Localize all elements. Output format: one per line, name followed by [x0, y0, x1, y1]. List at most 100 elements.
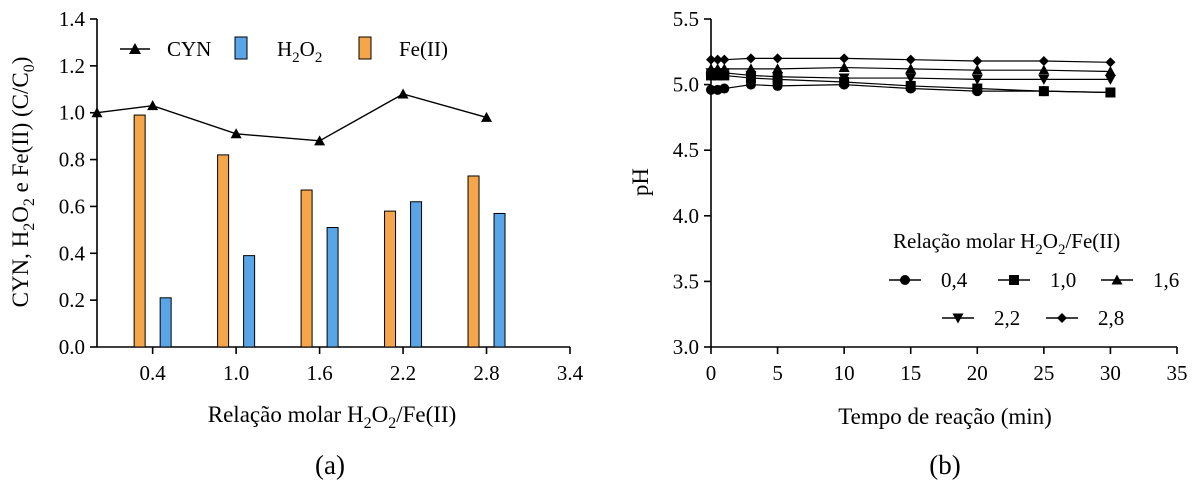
- ph-point-1-6: [838, 62, 850, 73]
- ph-point-2-2: [772, 72, 784, 83]
- legend-label-1-6: 1,6: [1153, 268, 1179, 292]
- legend-fe-swatch: [358, 36, 372, 60]
- legend-marker-1-6: [1111, 274, 1123, 285]
- panel-b-ytick-label: 3.5: [673, 269, 699, 293]
- cyn-point: [230, 128, 242, 139]
- panel-a-ylabel: CYN, H2O2 e Fe(II) (C/C0): [8, 57, 38, 308]
- legend-h2o2-label: H2O2: [277, 37, 322, 66]
- ph-point-2-8: [905, 54, 916, 65]
- panel-a: 0.0 0.2 0.4 0.6 0.8 1.0 1.2 1.4 0.4 1.0 1.6 2.2 2.8 3…: [8, 7, 584, 480]
- ph-point-2-2: [838, 73, 850, 84]
- cyn-point: [314, 135, 326, 146]
- ph-point-1-6: [905, 63, 917, 74]
- panel-a-ytick-label: 1.0: [59, 101, 85, 125]
- legend-label-2-8: 2,8: [1098, 306, 1124, 330]
- ph-point-2-8: [719, 54, 730, 65]
- panel-b-xtick-label: 0: [706, 361, 717, 385]
- ph-point-1-6: [971, 64, 983, 75]
- ph-point-2-2: [971, 74, 983, 85]
- panel-b-legend-title: Relação molar H2O2/Fe(II): [893, 229, 1120, 258]
- ph-point-2-8: [839, 53, 850, 64]
- cyn-point: [481, 111, 493, 122]
- panel-a-xtick-label: 0.4: [140, 361, 167, 385]
- panel-a-xtick-label: 3.4: [557, 361, 584, 385]
- bar-fe: [300, 189, 313, 348]
- legend-h2o2-swatch: [234, 36, 248, 60]
- panel-a-legend: CYN H2O2 Fe(II): [120, 36, 448, 66]
- ph-point-2-8: [706, 54, 716, 65]
- bar-h2o2: [159, 297, 172, 348]
- panel-b-ytick-label: 4.5: [673, 138, 699, 162]
- cyn-point: [91, 107, 103, 118]
- panel-a-ytick-label: 0.6: [59, 194, 85, 218]
- ph-point-2-8: [772, 53, 783, 64]
- panel-b-xtick-label: 5: [772, 361, 783, 385]
- panel-a-xtick-label: 2.8: [473, 361, 499, 385]
- panel-b-xtick-label: 25: [1033, 361, 1054, 385]
- ph-point-2-2: [745, 70, 757, 81]
- panel-b-xtick-label: 10: [834, 361, 855, 385]
- legend-marker-0-4: [900, 275, 910, 285]
- cyn-point: [147, 100, 159, 111]
- panel-b-xlabel: Tempo de reação (min): [838, 404, 1052, 429]
- panel-a-cyn-line: [91, 88, 493, 146]
- panel-a-label: (a): [315, 450, 345, 480]
- panel-b-xtick-label: 20: [967, 361, 988, 385]
- ph-point-1-6: [1038, 64, 1050, 75]
- bar-h2o2: [243, 255, 256, 348]
- legend-label-2-2: 2,2: [994, 306, 1020, 330]
- panel-a-bars: [133, 114, 506, 348]
- bar-fe: [217, 154, 230, 348]
- ph-point-2-8: [712, 54, 723, 65]
- panel-a-ytick-label: 0.2: [59, 288, 85, 312]
- legend-marker-2-8: [1057, 313, 1067, 323]
- ph-point-1-0: [1038, 86, 1049, 97]
- bar-fe: [384, 210, 397, 348]
- ph-point-2-8: [1038, 55, 1049, 66]
- panel-b-xtick-label: 30: [1100, 361, 1121, 385]
- panel-b: 3.0 3.5 4.0 4.5 5.0 5.5 0 5 10 15 20 25 30 35 Relação…: [628, 7, 1188, 480]
- ph-point-1-6: [1104, 65, 1116, 76]
- legend-marker-2-2: [952, 313, 964, 324]
- ph-point-2-2: [1104, 74, 1116, 85]
- panel-b-ytick-label: 3.0: [673, 335, 699, 359]
- legend-cyn-marker: [129, 43, 141, 54]
- ph-point-1-0: [972, 83, 983, 94]
- ph-point-2-2: [1038, 74, 1050, 85]
- panel-a-ytick-label: 0.0: [59, 335, 85, 359]
- panel-b-axes: 3.0 3.5 4.0 4.5 5.0 5.5 0 5 10 15 20 25 30 35: [673, 7, 1188, 385]
- panel-b-label: (b): [929, 450, 960, 480]
- bar-h2o2: [493, 212, 506, 348]
- legend-fe-label: Fe(II): [399, 37, 448, 61]
- cyn-series-line: [96, 93, 487, 142]
- panel-a-xtick-label: 1.6: [306, 361, 332, 385]
- panel-a-ytick-label: 1.4: [59, 7, 86, 31]
- bar-h2o2: [410, 201, 423, 348]
- panel-b-xtick-label: 15: [900, 361, 921, 385]
- ph-series-line-2-2: [711, 72, 1111, 80]
- ph-point-1-0: [905, 80, 916, 91]
- ph-point-2-2: [718, 68, 730, 79]
- cyn-point: [397, 88, 409, 99]
- panel-a-ytick-label: 1.2: [59, 54, 85, 78]
- panel-b-ytick-label: 5.0: [673, 73, 699, 97]
- panel-b-xtick-label: 35: [1167, 361, 1188, 385]
- ph-point-1-6: [772, 63, 784, 74]
- bar-h2o2: [326, 227, 339, 348]
- ph-point-2-2: [905, 73, 917, 84]
- legend-cyn-label: CYN: [167, 37, 211, 61]
- ph-point-1-0: [1105, 87, 1116, 98]
- legend-marker-1-0: [1009, 275, 1019, 285]
- legend-label-0-4: 0,4: [941, 268, 968, 292]
- bar-fe: [467, 175, 480, 348]
- bar-fe: [133, 114, 146, 348]
- panel-b-series: [705, 53, 1116, 98]
- panel-b-legend: 0,4 1,0 1,6 2,2 2,8: [889, 268, 1179, 330]
- ph-point-0-4: [719, 83, 730, 94]
- legend-label-1-0: 1,0: [1050, 268, 1076, 292]
- panel-b-ylabel: pH: [628, 168, 653, 196]
- panel-a-xlabel: Relação molar H2O2/Fe(II): [208, 402, 456, 432]
- ph-point-2-8: [745, 53, 756, 64]
- ph-point-2-8: [1105, 57, 1116, 68]
